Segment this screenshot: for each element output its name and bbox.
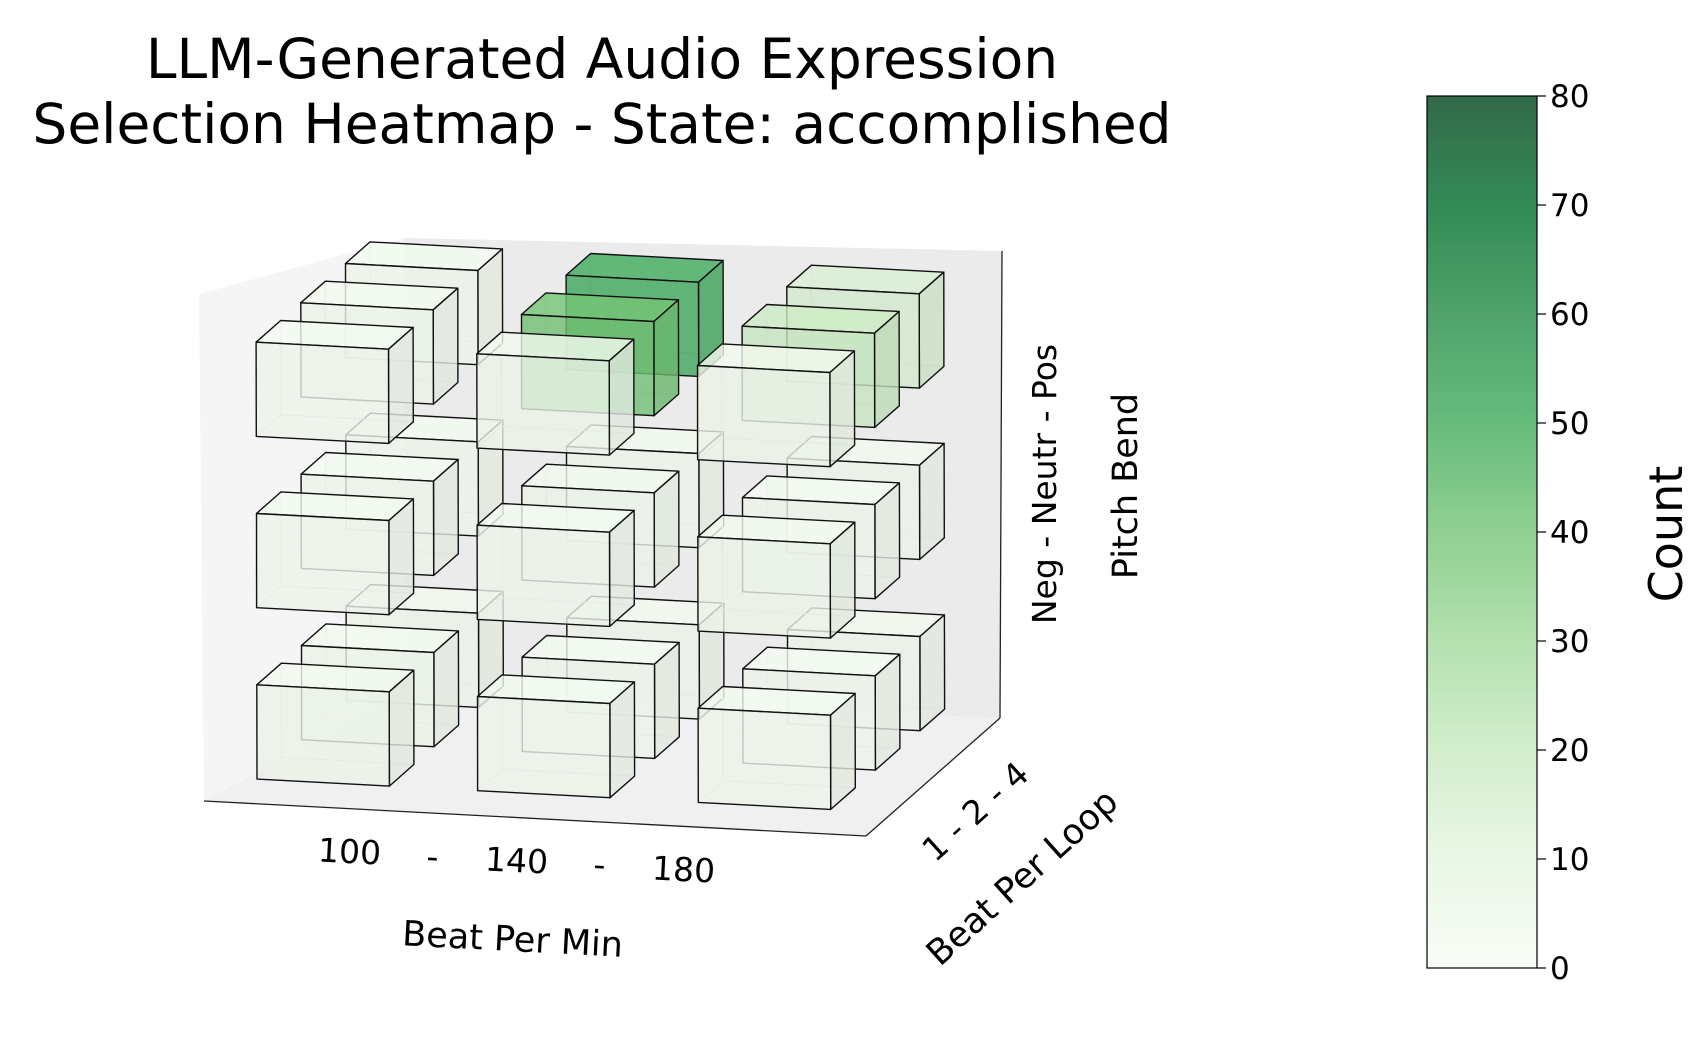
x-tick-label: 140 — [484, 839, 549, 881]
voxel-front-face — [697, 707, 832, 811]
colorbar-tick-label: 20 — [1550, 733, 1589, 769]
x-tick-label: - — [593, 845, 607, 885]
voxel-front-face — [476, 695, 611, 799]
voxel-cell — [476, 674, 636, 799]
voxel-front-face — [696, 364, 831, 468]
z-axis-line — [999, 250, 1003, 719]
voxel-cell — [255, 319, 414, 445]
voxel-front-face — [476, 353, 611, 456]
colorbar-label: Count — [1639, 466, 1693, 603]
colorbar-tick-label: 50 — [1550, 406, 1589, 442]
colorbar-gradient — [1426, 95, 1538, 969]
chart-title-line-1: LLM-Generated Audio Expression — [146, 27, 1058, 91]
voxel-cell — [697, 685, 856, 811]
colorbar-ticks: 0 10 20 30 40 50 60 70 80 — [1537, 79, 1589, 987]
voxel-cell — [476, 502, 635, 628]
colorbar-tick-label: 0 — [1550, 951, 1570, 987]
voxel-cell — [696, 343, 856, 468]
voxel-front-face — [476, 524, 611, 628]
voxel-cell — [256, 662, 415, 787]
colorbar-tick-label: 30 — [1550, 624, 1589, 660]
x-tick-label: - — [426, 837, 440, 877]
voxel-front-face — [697, 536, 832, 639]
y-axis-line — [865, 717, 1001, 837]
colorbar-tick-label: 70 — [1550, 188, 1589, 224]
voxel-front-face — [255, 512, 390, 616]
chart-title-line-2: Selection Heatmap - State: accomplished — [32, 92, 1171, 156]
voxel-cell — [476, 331, 635, 456]
x-axis-ticks: 100 - 140 - 180 — [317, 830, 716, 890]
x-tick-label: 100 — [317, 830, 382, 872]
colorbar-tick-label: 60 — [1550, 297, 1589, 333]
voxel-cell — [255, 491, 415, 616]
voxel-cells — [255, 241, 946, 811]
colorbar-tick-label: 10 — [1550, 842, 1589, 878]
colorbar: 0 10 20 30 40 50 60 70 80 — [1426, 79, 1589, 987]
voxel-front-face — [255, 341, 390, 445]
z-tick-label: Neg - Neutr - Pos — [1025, 344, 1064, 624]
x-axis-label: Beat Per Min — [401, 914, 624, 966]
z-axis-label: Pitch Bend — [1106, 393, 1146, 579]
x-tick-label: 180 — [651, 848, 716, 890]
x-axis-line — [203, 800, 867, 837]
colorbar-tick-label: 40 — [1550, 515, 1589, 551]
colorbar-tick-label: 80 — [1550, 79, 1589, 115]
voxel-cell — [697, 514, 856, 639]
voxel-front-face — [256, 684, 391, 787]
